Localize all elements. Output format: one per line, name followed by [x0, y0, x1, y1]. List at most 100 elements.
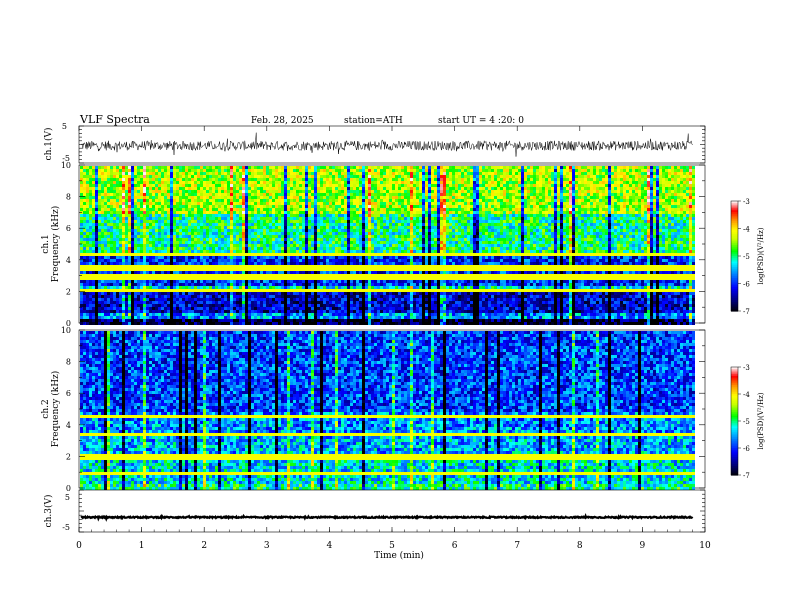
- spectrogram-cell: [287, 274, 290, 277]
- spectrogram-cell: [356, 286, 359, 289]
- spectrogram-cell: [128, 217, 131, 220]
- spectrogram-cell: [182, 322, 185, 325]
- spectrogram-cell: [332, 280, 335, 283]
- spectrogram-cell: [179, 259, 182, 262]
- spectrogram-cell: [236, 199, 239, 202]
- spectrogram-cell: [344, 196, 347, 199]
- spectrogram-cell: [104, 307, 107, 310]
- spectrogram-cell: [122, 169, 125, 172]
- spectrogram-cell: [125, 256, 128, 259]
- spectrogram-cell: [359, 259, 362, 262]
- spectrogram-cell: [95, 250, 98, 253]
- spectrogram-cell: [206, 307, 209, 310]
- spectrogram-cell: [299, 223, 302, 226]
- spectrogram-cell: [230, 307, 233, 310]
- spectrogram-cell: [122, 187, 125, 190]
- spectrogram-cell: [104, 322, 107, 325]
- spectrogram-cell: [221, 259, 224, 262]
- spectrogram-cell: [320, 202, 323, 205]
- spectrogram-cell: [263, 301, 266, 304]
- spectrogram-cell: [350, 175, 353, 178]
- spectrogram-cell: [200, 313, 203, 316]
- spectrogram-cell: [128, 304, 131, 307]
- spectrogram-cell: [329, 289, 332, 292]
- spectrogram-cell: [197, 307, 200, 310]
- spectrogram-cell: [161, 316, 164, 319]
- spectrogram-cell: [167, 220, 170, 223]
- spectrogram-cell: [119, 232, 122, 235]
- spectrogram-cell: [113, 250, 116, 253]
- spectrogram-cell: [86, 283, 89, 286]
- spectrogram-cell: [257, 178, 260, 181]
- spectrogram-cell: [287, 301, 290, 304]
- spectrogram-cell: [113, 301, 116, 304]
- spectrogram-cell: [215, 307, 218, 310]
- spectrogram-cell: [128, 205, 131, 208]
- spectrogram-cell: [245, 313, 248, 316]
- spectrogram-cell: [107, 193, 110, 196]
- spectrogram-cell: [332, 319, 335, 322]
- spectrogram-cell: [206, 238, 209, 241]
- spectrogram-cell: [341, 253, 344, 256]
- spectrogram-cell: [176, 307, 179, 310]
- spectrogram-cell: [119, 295, 122, 298]
- spectrogram-cell: [254, 181, 257, 184]
- spectrogram-cell: [317, 283, 320, 286]
- spectrogram-cell: [278, 238, 281, 241]
- spectrogram-cell: [110, 172, 113, 175]
- spectrogram-cell: [200, 310, 203, 313]
- spectrogram-cell: [353, 292, 356, 295]
- spectrogram-cell: [101, 310, 104, 313]
- spectrogram-cell: [281, 298, 284, 301]
- spectrogram-cell: [242, 235, 245, 238]
- spectrogram-cell: [203, 196, 206, 199]
- spectrogram-cell: [188, 313, 191, 316]
- spectrogram-cell: [308, 298, 311, 301]
- spectrogram-cell: [290, 262, 293, 265]
- spectrogram-cell: [293, 178, 296, 181]
- spectrogram-cell: [287, 292, 290, 295]
- spectrogram-cell: [305, 274, 308, 277]
- spectrogram-cell: [197, 178, 200, 181]
- spectrogram-cell: [185, 235, 188, 238]
- spectrogram-cell: [143, 295, 146, 298]
- spectrogram-cell: [128, 247, 131, 250]
- spectrogram-cell: [269, 214, 272, 217]
- spectrogram-cell: [353, 199, 356, 202]
- spectrogram-cell: [164, 289, 167, 292]
- spectrogram-cell: [245, 280, 248, 283]
- spectrogram-cell: [314, 265, 317, 268]
- spectrogram-cell: [233, 265, 236, 268]
- spectrogram-cell: [353, 217, 356, 220]
- spectrogram-cell: [323, 262, 326, 265]
- spectrogram-cell: [263, 208, 266, 211]
- spectrogram-cell: [233, 253, 236, 256]
- spectrogram-cell: [275, 169, 278, 172]
- spectrogram-cell: [185, 247, 188, 250]
- spectrogram-cell: [185, 226, 188, 229]
- spectrogram-cell: [110, 280, 113, 283]
- spectrogram-cell: [335, 220, 338, 223]
- spectrogram-cell: [260, 241, 263, 244]
- spectrogram-cell: [104, 226, 107, 229]
- spectrogram-cell: [188, 217, 191, 220]
- spectrogram-cell: [344, 319, 347, 322]
- spectrogram-cell: [89, 319, 92, 322]
- spectrogram-cell: [320, 289, 323, 292]
- spectrogram-cell: [89, 166, 92, 169]
- spectrogram-cell: [194, 178, 197, 181]
- spectrogram-cell: [173, 187, 176, 190]
- spectrogram-cell: [299, 301, 302, 304]
- spectrogram-cell: [98, 313, 101, 316]
- spectrogram-cell: [140, 208, 143, 211]
- spectrogram-cell: [269, 298, 272, 301]
- spectrogram-cell: [338, 295, 341, 298]
- spectrogram-cell: [311, 265, 314, 268]
- spectrogram-cell: [290, 241, 293, 244]
- spectrogram-cell: [122, 178, 125, 181]
- spectrogram-cell: [290, 211, 293, 214]
- spectrogram-cell: [131, 199, 134, 202]
- spectrogram-cell: [89, 274, 92, 277]
- spectrogram-cell: [113, 172, 116, 175]
- spectrogram-cell: [83, 241, 86, 244]
